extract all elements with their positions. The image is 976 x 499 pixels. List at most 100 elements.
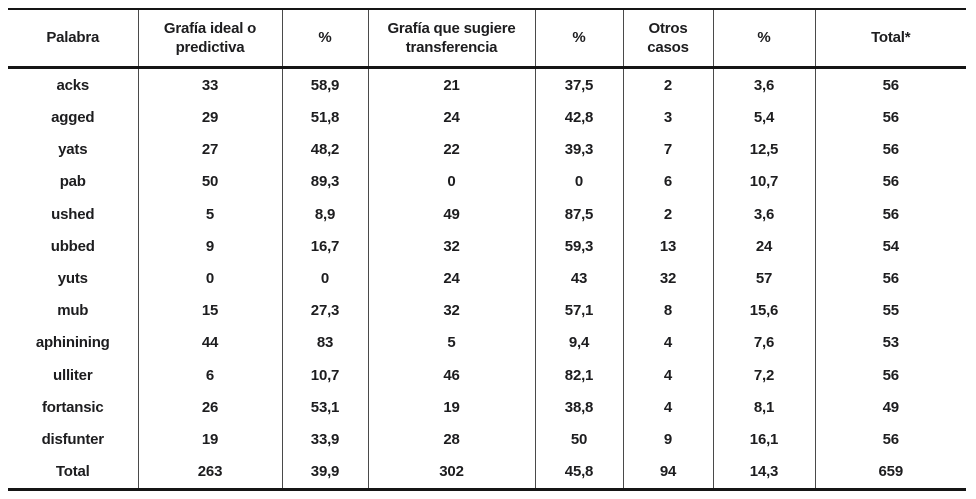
cell-value: 33,9 <box>281 423 368 456</box>
cell-value: 16,7 <box>281 230 368 263</box>
cell-value: 0 <box>367 165 535 198</box>
cell-word: mub <box>57 302 89 320</box>
cell-value: 14,3 <box>712 455 815 490</box>
table-body: acks 33 58,9 21 37,5 2 3,6 56 agged 29 51,8 24 42,8 3… <box>8 67 966 490</box>
cell-value: 39,3 <box>534 133 623 166</box>
cell-value: 53 <box>814 326 966 359</box>
table-row: yuts 0 0 24 43 32 57 56 <box>8 262 966 295</box>
cell-value: 24 <box>712 230 815 263</box>
table-row: mub 15 27,3 32 57,1 8 15,6 55 <box>8 294 966 327</box>
cell-value: 57,1 <box>534 294 623 327</box>
cell-word: agged <box>51 108 95 126</box>
cell-value: 4 <box>622 358 713 392</box>
column-header: % <box>281 9 368 69</box>
cell-value: 10,7 <box>712 165 815 198</box>
table-row: ulliter 6 10,7 46 82,1 4 7,2 56 <box>8 358 966 392</box>
table-row: pab 50 89,3 0 0 6 10,7 56 <box>8 165 966 198</box>
cell-value: 7,6 <box>712 326 815 359</box>
cell-value: 48,2 <box>281 133 368 166</box>
cell-value: 32 <box>622 262 713 295</box>
cell-value: 58,9 <box>281 67 368 102</box>
cell-value: 56 <box>814 197 966 231</box>
cell-value: 87,5 <box>534 197 623 231</box>
cell-word: ulliter <box>53 366 93 384</box>
column-header: Palabra <box>8 9 138 69</box>
cell-value: 4 <box>622 391 713 424</box>
total-row: Total 263 39,9 302 45,8 94 14,3 659 <box>8 455 966 490</box>
column-header: Grafía ideal o predictiva <box>137 9 282 69</box>
column-header: Grafía que sugiere transferencia <box>367 9 535 69</box>
cell-value: 37,5 <box>534 67 623 102</box>
cell-value: 3,6 <box>712 67 815 102</box>
cell-word: yats <box>58 141 88 159</box>
cell-value: 3,6 <box>712 197 815 231</box>
cell-value: 9 <box>622 423 713 456</box>
cell-word: pab <box>59 173 86 191</box>
table-row: acks 33 58,9 21 37,5 2 3,6 56 <box>8 67 966 102</box>
cell-value: 3 <box>622 101 713 134</box>
cell-value: 16,1 <box>712 423 815 456</box>
cell-value: 83 <box>281 326 368 359</box>
cell-word: disfunter <box>41 431 105 449</box>
table-row: yats 27 48,2 22 39,3 7 12,5 56 <box>8 133 966 166</box>
cell-value: 59,3 <box>534 230 623 263</box>
column-header: % <box>712 9 815 69</box>
cell-value: 22 <box>367 133 535 166</box>
cell-value: 42,8 <box>534 101 623 134</box>
cell-value: 44 <box>137 326 282 359</box>
cell-value: 12,5 <box>712 133 815 166</box>
cell-value: 21 <box>367 67 535 102</box>
cell-word: ushed <box>51 205 95 223</box>
cell-value: 5 <box>367 326 535 359</box>
cell-word: yuts <box>57 269 88 287</box>
cell-value: 82,1 <box>534 358 623 392</box>
table-row: agged 29 51,8 24 42,8 3 5,4 56 <box>8 101 966 134</box>
cell-value: 56 <box>814 67 966 102</box>
cell-value: 56 <box>814 358 966 392</box>
cell-value: 263 <box>137 455 282 490</box>
column-header: Otros casos <box>622 9 713 69</box>
cell-value: 0 <box>281 262 368 295</box>
cell-word: ubbed <box>50 237 95 255</box>
cell-value: 57 <box>712 262 815 295</box>
cell-value: 51,8 <box>281 101 368 134</box>
cell-value: 6 <box>137 358 282 392</box>
cell-value: 15,6 <box>712 294 815 327</box>
cell-value: 8 <box>622 294 713 327</box>
cell-value: 26 <box>137 391 282 424</box>
cell-value: 15 <box>137 294 282 327</box>
cell-value: 46 <box>367 358 535 392</box>
cell-value: 56 <box>814 101 966 134</box>
header-row: Palabra Grafía ideal o predictiva% Grafía … <box>8 9 966 69</box>
cell-value: 94 <box>622 455 713 490</box>
cell-value: 0 <box>137 262 282 295</box>
cell-value: 50 <box>534 423 623 456</box>
cell-value: 28 <box>367 423 535 456</box>
cell-value: 56 <box>814 262 966 295</box>
cell-value: 39,9 <box>281 455 368 490</box>
cell-value: 8,9 <box>281 197 368 231</box>
cell-value: 9 <box>137 230 282 263</box>
cell-value: 54 <box>814 230 966 263</box>
cell-value: 19 <box>367 391 535 424</box>
cell-value: 29 <box>137 101 282 134</box>
cell-value: 4 <box>622 326 713 359</box>
cell-word: Total <box>55 463 90 481</box>
cell-value: 2 <box>622 67 713 102</box>
cell-value: 56 <box>814 133 966 166</box>
cell-value: 32 <box>367 294 535 327</box>
table-header: Palabra Grafía ideal o predictiva% Grafía … <box>8 9 966 69</box>
cell-value: 45,8 <box>534 455 623 490</box>
cell-value: 27,3 <box>281 294 368 327</box>
cell-value: 24 <box>367 262 535 295</box>
table-row: ubbed 9 16,7 32 59,3 13 24 54 <box>8 230 966 263</box>
cell-value: 33 <box>137 67 282 102</box>
cell-value: 5 <box>137 197 282 231</box>
cell-value: 38,8 <box>534 391 623 424</box>
data-table: Palabra Grafía ideal o predictiva% Grafía … <box>8 8 966 491</box>
cell-value: 24 <box>367 101 535 134</box>
cell-value: 13 <box>622 230 713 263</box>
cell-value: 19 <box>137 423 282 456</box>
cell-value: 56 <box>814 423 966 456</box>
cell-value: 2 <box>622 197 713 231</box>
